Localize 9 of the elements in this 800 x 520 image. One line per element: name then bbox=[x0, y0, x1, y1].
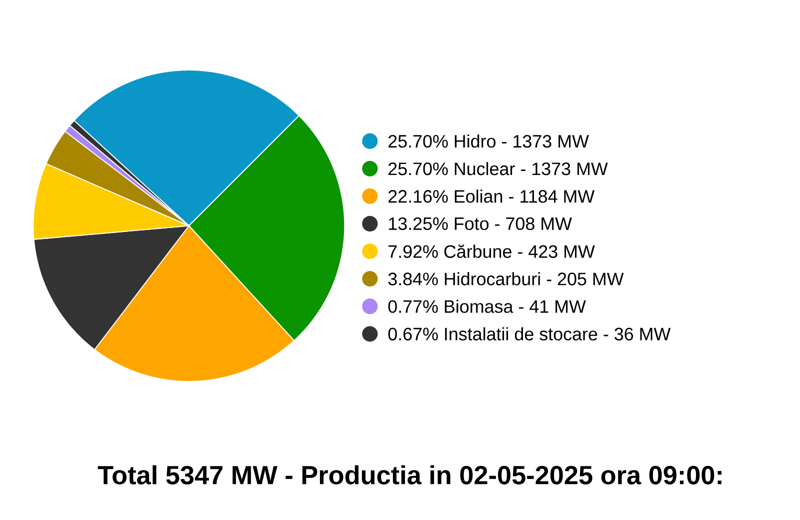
legend-label: 25.70% Nuclear - 1373 MW bbox=[388, 162, 608, 176]
legend-label: 0.67% Instalatii de stocare - 36 MW bbox=[388, 327, 671, 341]
legend-label: 22.16% Eolian - 1184 MW bbox=[388, 190, 595, 203]
legend-label: 7.92% Cărbune - 423 MW bbox=[388, 244, 595, 258]
legend-label: 25.70% Hidro - 1373 MW bbox=[388, 134, 589, 148]
text: Total 5347 MW - Productia in 02-05-2025 ora 09:00: bbox=[98, 465, 722, 485]
legend-label: 0.77% Biomasa - 41 MW bbox=[388, 300, 586, 314]
legend-label: 3.84% Hidrocarburi - 205 MW bbox=[388, 272, 624, 286]
legend-label: 13.25% Foto - 708 MW bbox=[388, 218, 572, 230]
